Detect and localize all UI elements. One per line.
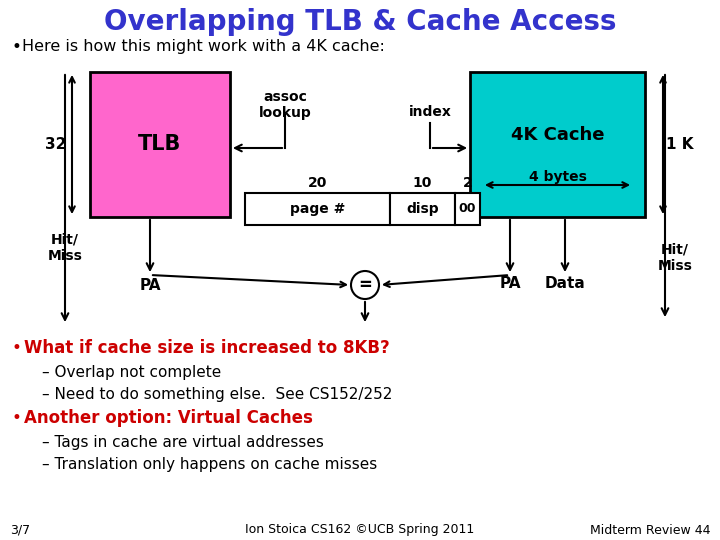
Text: – Translation only happens on cache misses: – Translation only happens on cache miss… [42,456,377,471]
Text: Hit/
Miss: Hit/ Miss [48,233,82,263]
Text: What if cache size is increased to 8KB?: What if cache size is increased to 8KB? [24,339,390,357]
Text: index: index [408,105,451,119]
Text: •: • [12,339,22,357]
Text: page #: page # [290,202,345,216]
Text: PA: PA [499,276,521,292]
Text: disp: disp [406,202,438,216]
Bar [470,72,645,217]
Text: •: • [12,409,22,427]
Text: – Overlap not complete: – Overlap not complete [42,364,221,380]
Text: =: = [358,276,372,294]
Text: 2: 2 [463,176,472,190]
Text: 10: 10 [413,176,432,190]
Text: TLB: TLB [138,134,181,154]
Bar [245,193,390,225]
Text: •: • [12,38,22,56]
Bar [90,72,230,217]
Bar [390,193,455,225]
Text: – Need to do something else.  See CS152/252: – Need to do something else. See CS152/2… [42,387,392,402]
Text: 00: 00 [459,202,476,215]
Text: Data: Data [544,276,585,292]
Text: assoc
lookup: assoc lookup [258,90,311,120]
Text: – Tags in cache are virtual addresses: – Tags in cache are virtual addresses [42,435,324,449]
Text: 4 bytes: 4 bytes [528,170,586,184]
Bar [455,193,480,225]
Text: Hit/
Miss: Hit/ Miss [657,243,693,273]
Text: Here is how this might work with a 4K cache:: Here is how this might work with a 4K ca… [22,39,385,55]
Text: Overlapping TLB & Cache Access: Overlapping TLB & Cache Access [104,8,616,36]
Circle shape [351,271,379,299]
Text: 20: 20 [308,176,327,190]
Text: 4K Cache: 4K Cache [510,125,604,144]
Text: Another option: Virtual Caches: Another option: Virtual Caches [24,409,313,427]
Text: 32: 32 [45,137,67,152]
Text: 1 K: 1 K [666,137,694,152]
Text: Midterm Review 44: Midterm Review 44 [590,523,710,537]
Text: PA: PA [139,278,161,293]
Text: Ion Stoica CS162 ©UCB Spring 2011: Ion Stoica CS162 ©UCB Spring 2011 [246,523,474,537]
Text: 3/7: 3/7 [10,523,30,537]
